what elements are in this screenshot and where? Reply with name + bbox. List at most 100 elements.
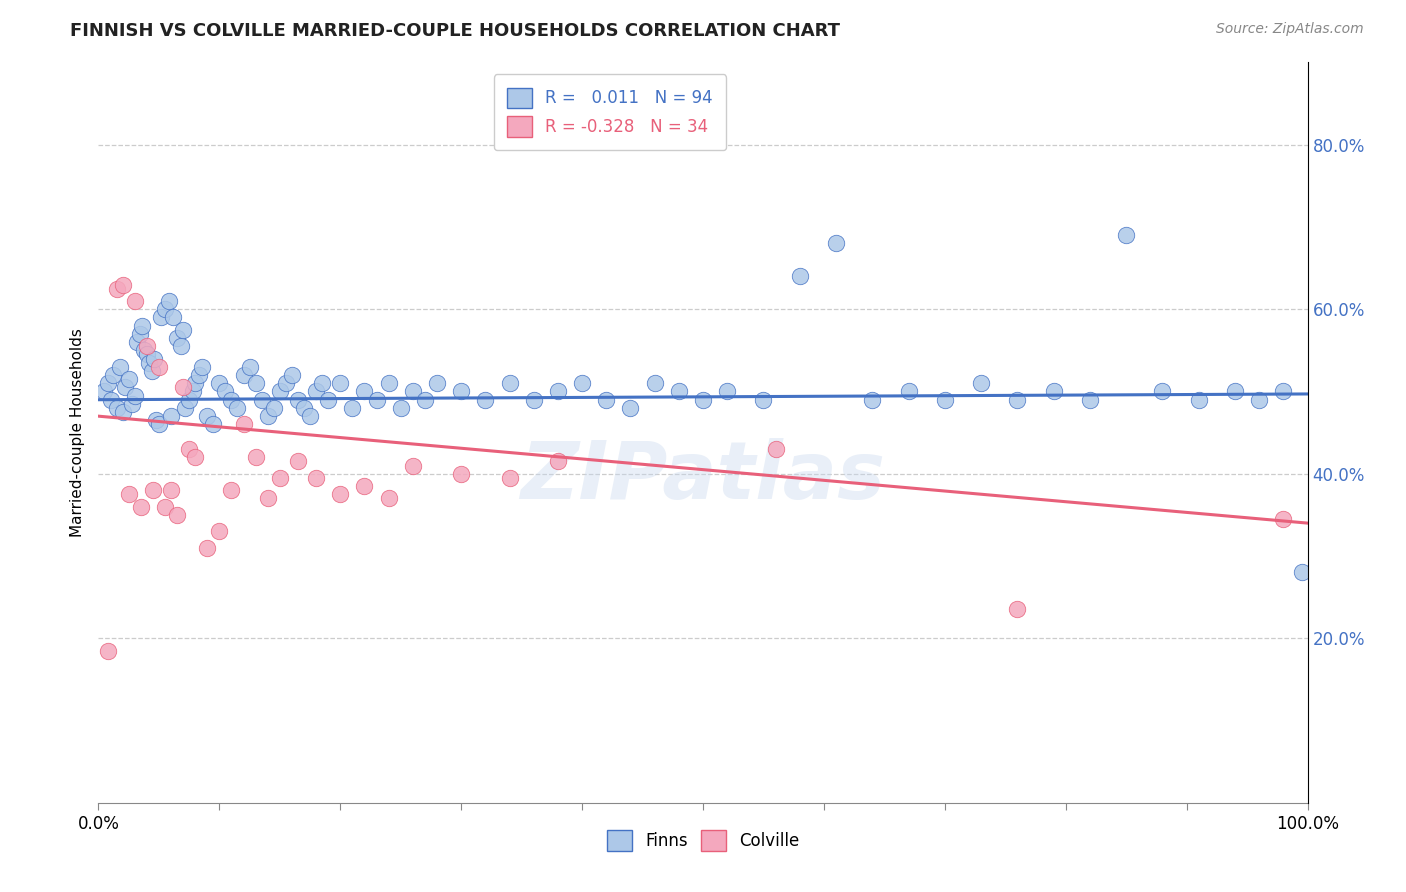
Point bbox=[1188, 392, 1211, 407]
Point bbox=[299, 409, 322, 424]
Point bbox=[124, 388, 146, 402]
Point bbox=[668, 384, 690, 399]
Point bbox=[274, 376, 297, 391]
Point bbox=[208, 376, 231, 391]
Point bbox=[118, 372, 141, 386]
Point bbox=[305, 471, 328, 485]
Point bbox=[195, 409, 218, 424]
Point bbox=[221, 483, 243, 498]
Point bbox=[1291, 566, 1313, 580]
Point bbox=[202, 417, 225, 432]
Point bbox=[353, 384, 375, 399]
Point bbox=[108, 359, 131, 374]
Point bbox=[263, 401, 285, 415]
Point bbox=[450, 467, 472, 481]
Point bbox=[195, 541, 218, 555]
Point bbox=[692, 392, 714, 407]
Point bbox=[287, 392, 309, 407]
Point bbox=[143, 351, 166, 366]
Point bbox=[498, 471, 520, 485]
Point bbox=[389, 401, 412, 415]
Point bbox=[547, 454, 569, 468]
Point bbox=[131, 318, 153, 333]
Point bbox=[145, 413, 167, 427]
Point bbox=[789, 269, 811, 284]
Point bbox=[269, 471, 291, 485]
Y-axis label: Married-couple Households: Married-couple Households bbox=[69, 328, 84, 537]
Point bbox=[970, 376, 993, 391]
Point bbox=[1272, 384, 1295, 399]
Point bbox=[413, 392, 436, 407]
Point bbox=[1007, 392, 1029, 407]
Point bbox=[135, 347, 157, 361]
Point bbox=[129, 500, 152, 514]
Point bbox=[181, 384, 204, 399]
Point bbox=[124, 293, 146, 308]
Point bbox=[1152, 384, 1174, 399]
Point bbox=[1249, 392, 1271, 407]
Point bbox=[402, 458, 425, 473]
Point bbox=[619, 401, 641, 415]
Point bbox=[208, 524, 231, 539]
Point bbox=[97, 643, 120, 657]
Point bbox=[138, 356, 160, 370]
Point bbox=[934, 392, 956, 407]
Point bbox=[1042, 384, 1064, 399]
Point bbox=[245, 450, 267, 465]
Point bbox=[160, 409, 183, 424]
Text: ZIPatlas: ZIPatlas bbox=[520, 438, 886, 516]
Point bbox=[93, 384, 115, 399]
Point bbox=[148, 359, 170, 374]
Point bbox=[1078, 392, 1101, 407]
Point bbox=[172, 380, 194, 394]
Point bbox=[402, 384, 425, 399]
Point bbox=[595, 392, 617, 407]
Point bbox=[232, 417, 254, 432]
Point bbox=[214, 384, 236, 399]
Point bbox=[765, 442, 787, 456]
Point bbox=[160, 483, 183, 498]
Point bbox=[142, 483, 165, 498]
Point bbox=[232, 368, 254, 382]
Point bbox=[191, 359, 214, 374]
Legend: Finns, Colville: Finns, Colville bbox=[600, 823, 806, 857]
Point bbox=[256, 491, 278, 506]
Point bbox=[897, 384, 920, 399]
Point bbox=[377, 376, 399, 391]
Point bbox=[353, 479, 375, 493]
Point bbox=[329, 376, 352, 391]
Point bbox=[239, 359, 262, 374]
Point bbox=[825, 236, 848, 251]
Point bbox=[226, 401, 249, 415]
Point bbox=[498, 376, 520, 391]
Point bbox=[571, 376, 593, 391]
Text: FINNISH VS COLVILLE MARRIED-COUPLE HOUSEHOLDS CORRELATION CHART: FINNISH VS COLVILLE MARRIED-COUPLE HOUSE… bbox=[70, 22, 841, 40]
Point bbox=[153, 500, 176, 514]
Point bbox=[166, 508, 188, 522]
Point bbox=[523, 392, 546, 407]
Point bbox=[287, 454, 309, 468]
Point bbox=[269, 384, 291, 399]
Point bbox=[166, 331, 188, 345]
Point bbox=[141, 364, 163, 378]
Point bbox=[1223, 384, 1246, 399]
Point bbox=[221, 392, 243, 407]
Point bbox=[121, 397, 143, 411]
Point bbox=[316, 392, 339, 407]
Point bbox=[153, 302, 176, 317]
Point bbox=[187, 368, 209, 382]
Point bbox=[250, 392, 273, 407]
Text: Source: ZipAtlas.com: Source: ZipAtlas.com bbox=[1216, 22, 1364, 37]
Point bbox=[172, 323, 194, 337]
Point bbox=[179, 442, 201, 456]
Point bbox=[157, 293, 180, 308]
Point bbox=[101, 368, 124, 382]
Point bbox=[114, 380, 136, 394]
Point bbox=[245, 376, 267, 391]
Point bbox=[150, 310, 173, 325]
Point bbox=[860, 392, 883, 407]
Point bbox=[256, 409, 278, 424]
Point bbox=[118, 487, 141, 501]
Point bbox=[169, 339, 191, 353]
Point bbox=[127, 335, 149, 350]
